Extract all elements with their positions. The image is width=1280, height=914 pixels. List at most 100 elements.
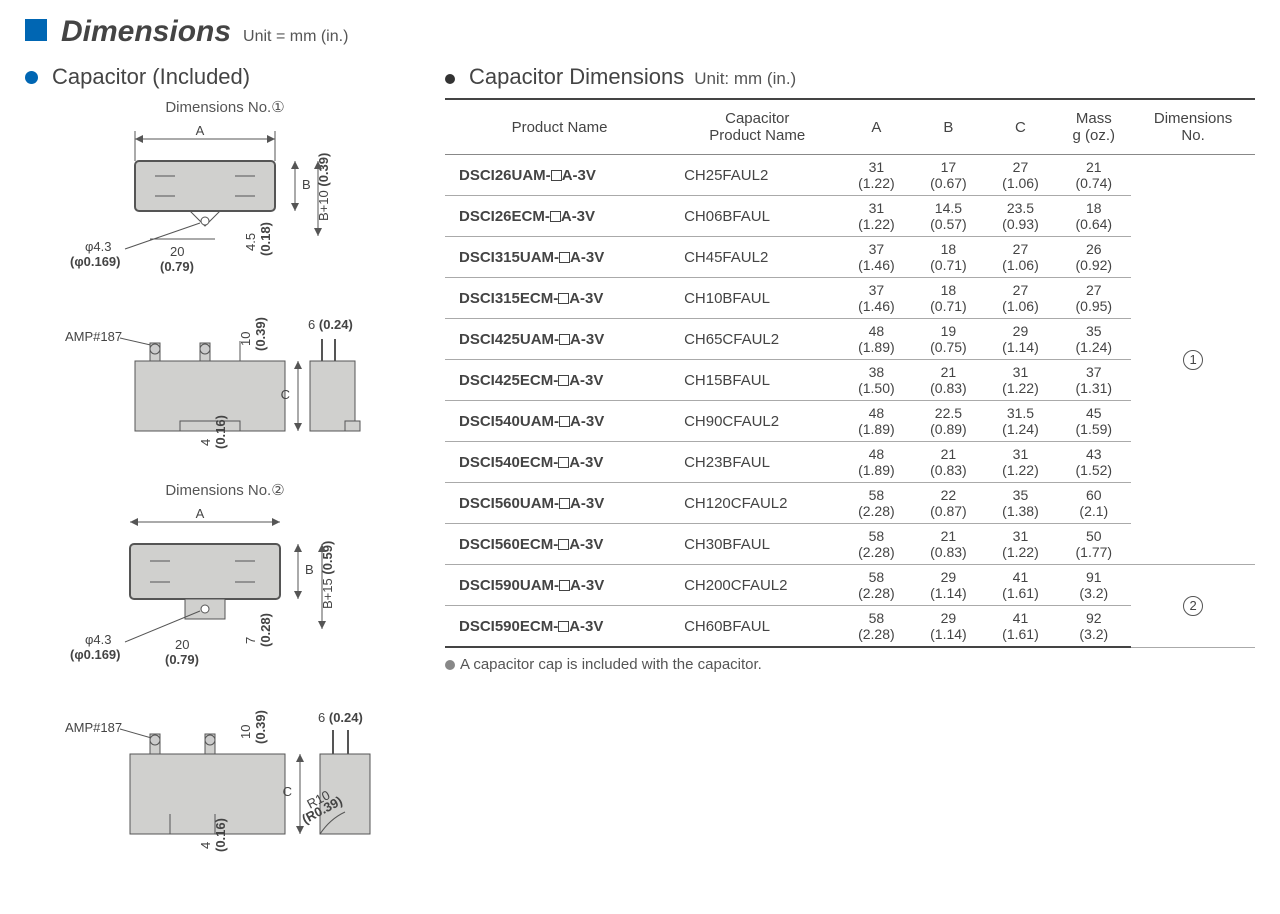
cell-a: 37(1.46) bbox=[840, 278, 912, 319]
cell-capacitor: CH65CFAUL2 bbox=[674, 319, 840, 360]
cell-mass: 91(3.2) bbox=[1056, 565, 1131, 606]
col-b: B bbox=[912, 99, 984, 155]
diagram-1-side: AMP#187 10 (0.39) 6 (0.24) C 4 bbox=[25, 311, 425, 456]
table-column: Capacitor Dimensions Unit: mm (in.) Prod… bbox=[445, 64, 1255, 884]
diagram2-caption: Dimensions No.② bbox=[25, 481, 425, 499]
cell-a: 31(1.22) bbox=[840, 196, 912, 237]
footnote: A capacitor cap is included with the cap… bbox=[445, 656, 1255, 673]
cell-mass: 26(0.92) bbox=[1056, 237, 1131, 278]
cell-c: 31.5(1.24) bbox=[984, 401, 1056, 442]
cell-mass: 50(1.77) bbox=[1056, 524, 1131, 565]
table-header-row: Product Name CapacitorProduct Name A B C… bbox=[445, 99, 1255, 155]
diagram-2-top: Dimensions No.② A B B+15 (0.59) φ4.3 (φ0… bbox=[25, 481, 425, 679]
col-dim-no: DimensionsNo. bbox=[1131, 99, 1255, 155]
cell-capacitor: CH15BFAUL bbox=[674, 360, 840, 401]
diagrams-column: Capacitor (Included) Dimensions No.① A B… bbox=[25, 64, 425, 884]
cell-b: 17(0.67) bbox=[912, 155, 984, 196]
cell-b: 22(0.87) bbox=[912, 483, 984, 524]
cell-a: 31(1.22) bbox=[840, 155, 912, 196]
cell-mass: 37(1.31) bbox=[1056, 360, 1131, 401]
cell-a: 48(1.89) bbox=[840, 442, 912, 483]
cell-b: 21(0.83) bbox=[912, 360, 984, 401]
cell-capacitor: CH90CFAUL2 bbox=[674, 401, 840, 442]
table-row: DSCI590UAM-A-3V CH200CFAUL2 58(2.28) 29(… bbox=[445, 565, 1255, 606]
cell-capacitor: CH23BFAUL bbox=[674, 442, 840, 483]
cell-b: 21(0.83) bbox=[912, 442, 984, 483]
cell-a: 37(1.46) bbox=[840, 237, 912, 278]
col-c: C bbox=[984, 99, 1056, 155]
cell-product: DSCI425UAM-A-3V bbox=[445, 319, 674, 360]
cell-c: 31(1.22) bbox=[984, 360, 1056, 401]
capacitor-dimensions-title: Capacitor Dimensions bbox=[469, 64, 684, 90]
cell-capacitor: CH25FAUL2 bbox=[674, 155, 840, 196]
cell-product: DSCI425ECM-A-3V bbox=[445, 360, 674, 401]
cell-capacitor: CH30BFAUL bbox=[674, 524, 840, 565]
col-product: Product Name bbox=[445, 99, 674, 155]
cell-product: DSCI590ECM-A-3V bbox=[445, 606, 674, 648]
svg-text:φ4.3: φ4.3 bbox=[85, 632, 112, 647]
page-unit: Unit = mm (in.) bbox=[243, 28, 348, 46]
cell-product: DSCI560UAM-A-3V bbox=[445, 483, 674, 524]
cell-capacitor: CH60BFAUL bbox=[674, 606, 840, 648]
svg-text:(0.16): (0.16) bbox=[213, 415, 228, 449]
svg-text:A: A bbox=[196, 506, 205, 521]
cell-mass: 45(1.59) bbox=[1056, 401, 1131, 442]
cell-a: 58(2.28) bbox=[840, 483, 912, 524]
cell-b: 18(0.71) bbox=[912, 237, 984, 278]
cell-capacitor: CH06BFAUL bbox=[674, 196, 840, 237]
cell-product: DSCI560ECM-A-3V bbox=[445, 524, 674, 565]
cell-a: 38(1.50) bbox=[840, 360, 912, 401]
cell-c: 35(1.38) bbox=[984, 483, 1056, 524]
cell-capacitor: CH45FAUL2 bbox=[674, 237, 840, 278]
cell-mass: 92(3.2) bbox=[1056, 606, 1131, 648]
cell-product: DSCI315ECM-A-3V bbox=[445, 278, 674, 319]
cell-capacitor: CH120CFAUL2 bbox=[674, 483, 840, 524]
svg-text:(0.39): (0.39) bbox=[253, 317, 268, 351]
cell-b: 29(1.14) bbox=[912, 606, 984, 648]
cell-c: 31(1.22) bbox=[984, 524, 1056, 565]
svg-text:20: 20 bbox=[170, 244, 184, 259]
svg-text:AMP#187: AMP#187 bbox=[65, 720, 122, 735]
cell-c: 23.5(0.93) bbox=[984, 196, 1056, 237]
cell-mass: 18(0.64) bbox=[1056, 196, 1131, 237]
page-title: Dimensions bbox=[61, 15, 231, 49]
diagram-2-side: AMP#187 10 (0.39) 6 (0.24) R10 (R0.39) bbox=[25, 704, 425, 859]
cell-mass: 43(1.52) bbox=[1056, 442, 1131, 483]
cell-b: 19(0.75) bbox=[912, 319, 984, 360]
cell-c: 27(1.06) bbox=[984, 237, 1056, 278]
svg-text:(φ0.169): (φ0.169) bbox=[70, 647, 121, 662]
cell-product: DSCI26UAM-A-3V bbox=[445, 155, 674, 196]
cell-c: 27(1.06) bbox=[984, 155, 1056, 196]
diagram1-caption: Dimensions No.① bbox=[25, 98, 425, 116]
cell-dim-no: 1 bbox=[1131, 155, 1255, 565]
cell-dim-no: 2 bbox=[1131, 565, 1255, 648]
cell-product: DSCI315UAM-A-3V bbox=[445, 237, 674, 278]
header-square-icon bbox=[25, 19, 47, 41]
cell-capacitor: CH10BFAUL bbox=[674, 278, 840, 319]
cell-mass: 60(2.1) bbox=[1056, 483, 1131, 524]
svg-text:4: 4 bbox=[198, 439, 213, 446]
footnote-dot-icon bbox=[445, 660, 455, 670]
cell-product: DSCI26ECM-A-3V bbox=[445, 196, 674, 237]
svg-text:6 (0.24): 6 (0.24) bbox=[308, 317, 353, 332]
svg-text:6 (0.24): 6 (0.24) bbox=[318, 710, 363, 725]
col-a: A bbox=[840, 99, 912, 155]
cell-c: 31(1.22) bbox=[984, 442, 1056, 483]
svg-text:(0.79): (0.79) bbox=[160, 259, 194, 274]
bullet-dot-icon bbox=[445, 74, 455, 84]
cell-mass: 21(0.74) bbox=[1056, 155, 1131, 196]
cell-capacitor: CH200CFAUL2 bbox=[674, 565, 840, 606]
cell-c: 29(1.14) bbox=[984, 319, 1056, 360]
svg-text:7: 7 bbox=[243, 637, 258, 644]
svg-text:B: B bbox=[302, 177, 311, 192]
cell-c: 41(1.61) bbox=[984, 565, 1056, 606]
svg-text:(φ0.169): (φ0.169) bbox=[70, 254, 121, 269]
svg-text:10: 10 bbox=[238, 725, 253, 739]
cell-product: DSCI540UAM-A-3V bbox=[445, 401, 674, 442]
cell-mass: 27(0.95) bbox=[1056, 278, 1131, 319]
cell-product: DSCI590UAM-A-3V bbox=[445, 565, 674, 606]
cell-b: 22.5(0.89) bbox=[912, 401, 984, 442]
svg-text:(0.79): (0.79) bbox=[165, 652, 199, 667]
cell-mass: 35(1.24) bbox=[1056, 319, 1131, 360]
cell-c: 27(1.06) bbox=[984, 278, 1056, 319]
